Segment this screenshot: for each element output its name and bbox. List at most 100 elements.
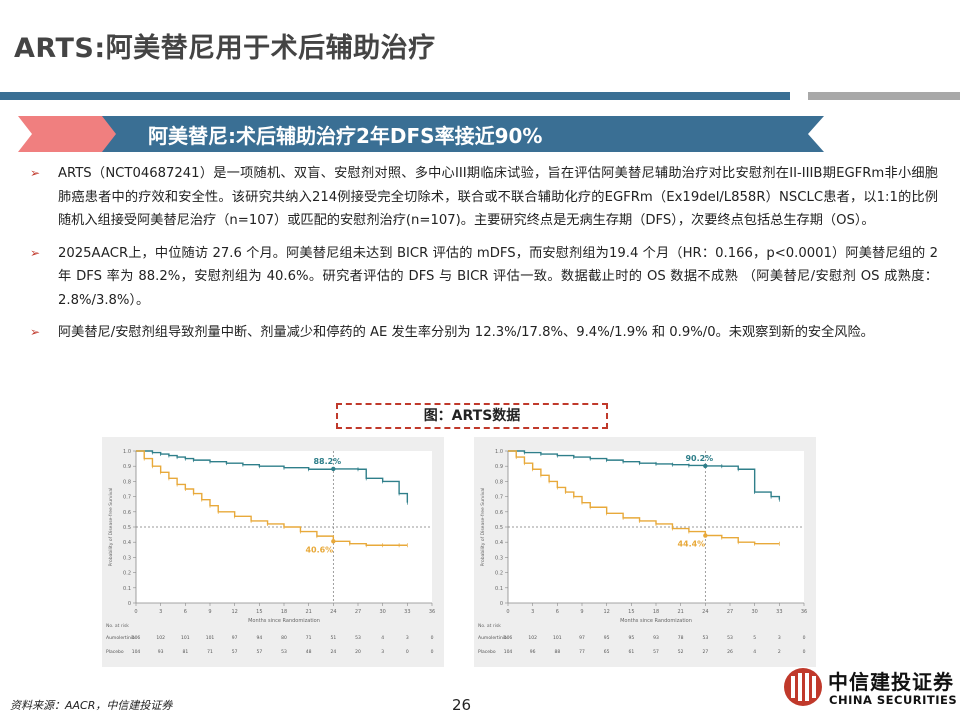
y-tick-label: 0.4 (123, 540, 131, 546)
y-tick-label: 0.7 (495, 495, 503, 501)
risk-table-cell: 53 (727, 635, 733, 641)
risk-table-cell: 78 (678, 635, 684, 641)
risk-table-row-label: Placebo (106, 649, 124, 655)
bullet-text: 阿美替尼/安慰剂组导致剂量中断、剂量减少和停药的 AE 发生率分别为 12.3%… (58, 325, 874, 340)
x-tick-label: 15 (628, 609, 634, 615)
y-tick-label: 1.0 (495, 449, 503, 455)
source-note: 资料来源：AACR，中信建投证券 (10, 699, 173, 712)
x-tick-label: 0 (506, 609, 509, 615)
risk-table-cell: 65 (604, 649, 610, 655)
x-tick-label: 12 (603, 609, 609, 615)
risk-table-row-label: Placebo (478, 649, 496, 655)
x-tick-label: 21 (305, 609, 311, 615)
annotation-placebo: 40.6% (305, 545, 333, 554)
y-tick-label: 0.2 (123, 571, 131, 577)
x-tick-label: 36 (429, 609, 435, 615)
risk-table-cell: 95 (604, 635, 610, 641)
landmark-point (703, 463, 708, 469)
annotation-aumolertinib: 88.2% (313, 457, 341, 466)
risk-table-cell: 0 (803, 649, 806, 655)
x-tick-label: 27 (355, 609, 361, 615)
risk-table-cell: 3 (406, 635, 409, 641)
x-tick-label: 33 (776, 609, 782, 615)
logo-text-cn: 中信建投证券 (828, 670, 954, 694)
x-tick-label: 18 (653, 609, 659, 615)
x-tick-label: 15 (256, 609, 262, 615)
risk-table-cell: 2 (778, 649, 781, 655)
y-tick-label: 0.9 (495, 464, 503, 470)
risk-table-cell: 53 (355, 635, 361, 641)
x-tick-label: 21 (677, 609, 683, 615)
y-axis-label: Probability of Disease-free Survival (108, 488, 114, 567)
arrow-bullet-icon: ➢ (30, 245, 41, 260)
risk-table-cell: 94 (256, 635, 262, 641)
risk-table-cell: 48 (306, 649, 312, 655)
y-tick-label: 0.8 (495, 479, 503, 485)
y-tick-label: 0.7 (123, 495, 131, 501)
y-tick-label: 0.4 (495, 540, 503, 546)
bullet-item: ➢ 2025AACR上，中位随访 27.6 个月。阿美替尼组未达到 BICR 评… (30, 242, 938, 313)
risk-table-cell: 101 (181, 635, 190, 641)
risk-table-cell: 61 (628, 649, 634, 655)
arrow-bullet-icon: ➢ (30, 325, 41, 339)
risk-table-row-label: Aumolertinib (106, 635, 135, 641)
risk-table-cell: 104 (132, 649, 141, 655)
risk-table-cell: 95 (628, 635, 634, 641)
x-tick-label: 6 (184, 609, 187, 615)
y-tick-label: 1.0 (123, 449, 131, 455)
risk-table-cell: 27 (702, 649, 708, 655)
risk-table-cell: 57 (232, 649, 238, 655)
risk-table-cell: 106 (504, 635, 513, 641)
risk-table-cell: 80 (281, 635, 287, 641)
y-tick-label: 0.6 (123, 510, 131, 516)
risk-table-cell: 0 (431, 635, 434, 641)
risk-table-cell: 101 (206, 635, 215, 641)
risk-table-row-label: Aumolertinib (478, 635, 507, 641)
x-tick-label: 6 (556, 609, 559, 615)
risk-table-cell: 52 (678, 649, 684, 655)
x-tick-label: 24 (330, 609, 336, 615)
banner-shape (18, 116, 824, 152)
risk-table-cell: 53 (281, 649, 287, 655)
x-tick-label: 18 (281, 609, 287, 615)
risk-table-cell: 102 (156, 635, 165, 641)
y-axis-label: Probability of Disease-free Survival (480, 488, 486, 567)
y-tick-label: 0.1 (495, 586, 503, 592)
bullet-item: ➢ ARTS（NCT04687241）是一项随机、双盲、安慰剂对照、多中心III… (30, 162, 938, 233)
risk-table-cell: 97 (232, 635, 238, 641)
km-curve-1 (508, 450, 780, 545)
x-tick-label: 12 (231, 609, 237, 615)
bullet-list: ➢ ARTS（NCT04687241）是一项随机、双盲、安慰剂对照、多中心III… (30, 162, 938, 354)
x-tick-label: 9 (208, 609, 211, 615)
risk-table-cell: 81 (182, 649, 188, 655)
header-rule-gray (808, 92, 960, 100)
km-curve-1 (136, 450, 408, 546)
x-tick-label: 33 (404, 609, 410, 615)
risk-table-cell: 26 (727, 649, 733, 655)
km-chart-left: 0 3 6 9 12 15 18 21 24 27 30 33 3600.10.20.30.40.50.… (106, 449, 435, 655)
risk-table-cell: 96 (530, 649, 536, 655)
landmark-point (331, 539, 336, 544)
x-tick-label: 3 (159, 609, 162, 615)
risk-table-cell: 20 (355, 649, 361, 655)
risk-table-cell: 101 (553, 635, 562, 641)
km-chart-right: 0 3 6 9 12 15 18 21 24 27 30 33 3600.10.20.30.40.50.… (478, 449, 807, 655)
x-tick-label: 30 (379, 609, 385, 615)
risk-table-cell: 3 (381, 649, 384, 655)
y-tick-label: 0.5 (495, 525, 503, 531)
banner-title: 阿美替尼:术后辅助治疗2年DFS率接近90% (148, 124, 543, 148)
bullet-item: ➢ 阿美替尼/安慰剂组导致剂量中断、剂量减少和停药的 AE 发生率分别为 12.… (30, 321, 938, 345)
risk-table-cell: 0 (431, 649, 434, 655)
risk-table-cell: 97 (579, 635, 585, 641)
y-tick-label: 0.2 (495, 571, 503, 577)
risk-table-cell: 93 (158, 649, 164, 655)
section-banner: 阿美替尼:术后辅助治疗2年DFS率接近90% (18, 114, 824, 154)
landmark-point (703, 533, 708, 538)
y-tick-label: 0.3 (495, 555, 503, 561)
x-axis-label: Months since Randomization (620, 618, 692, 624)
risk-table-cell: 0 (803, 635, 806, 641)
y-tick-label: 0 (128, 601, 131, 607)
risk-table-cell: 0 (406, 649, 409, 655)
bullet-text: ARTS（NCT04687241）是一项随机、双盲、安慰剂对照、多中心III期临… (58, 166, 938, 228)
risk-table-cell: 88 (554, 649, 560, 655)
